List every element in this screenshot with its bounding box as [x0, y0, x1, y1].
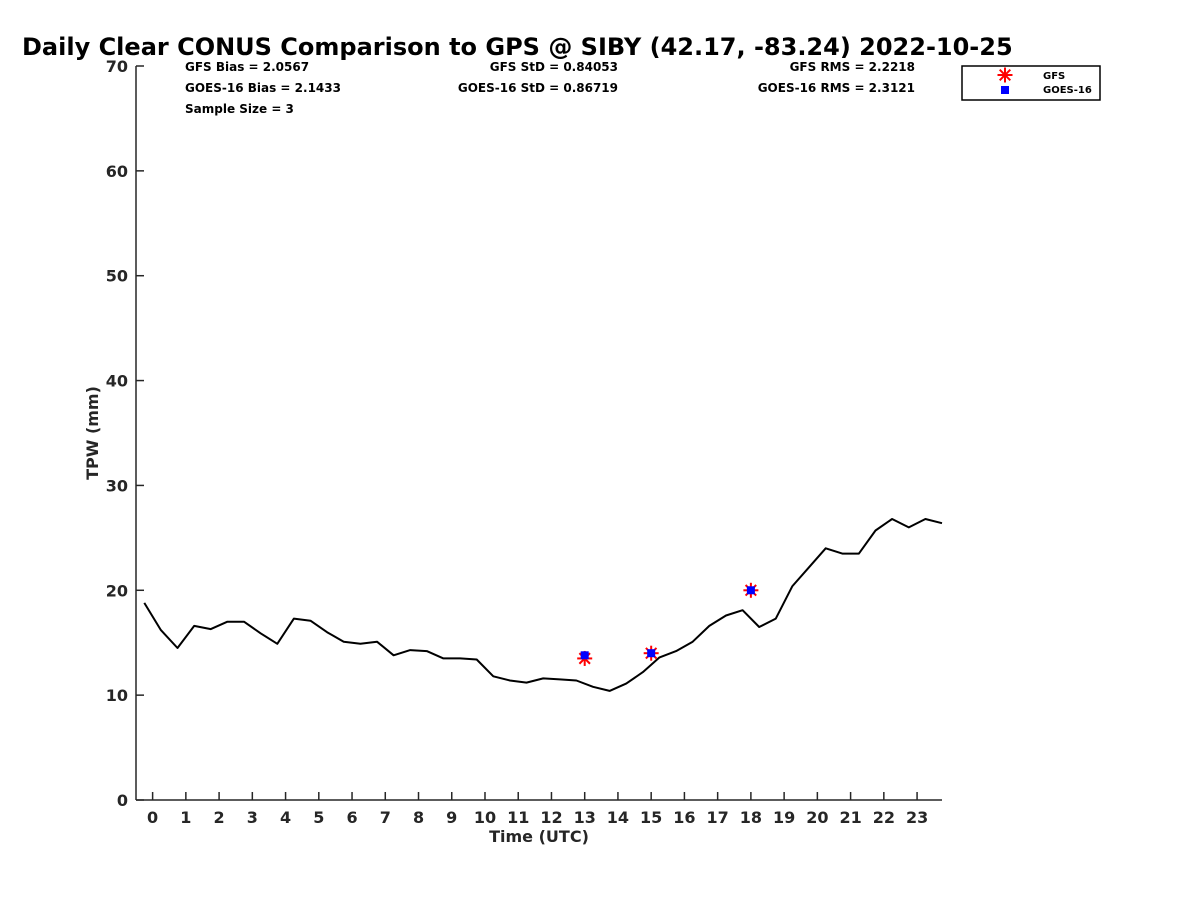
- stat-gfs-std: GFS StD = 0.84053: [490, 60, 618, 74]
- y-tick-label: 0: [117, 791, 128, 810]
- x-tick-label: 0: [147, 808, 158, 827]
- y-tick-label: 30: [106, 476, 128, 495]
- y-axis-label: TPW (mm): [83, 386, 102, 480]
- series-layer: [143, 518, 943, 692]
- goes16-point: [746, 586, 755, 595]
- legend-box: [961, 65, 1101, 101]
- legend-gfs-label: GFS: [1043, 71, 1065, 82]
- x-tick-label: 8: [413, 808, 424, 827]
- x-tick-label: 7: [380, 808, 391, 827]
- x-tick-label: 3: [247, 808, 258, 827]
- x-tick-label: 5: [313, 808, 324, 827]
- y-tick-label: 60: [106, 162, 128, 181]
- y-tick-label: 70: [106, 57, 128, 76]
- chart-title: Daily Clear CONUS Comparison to GPS @ SI…: [22, 33, 1013, 61]
- x-tick-label: 11: [507, 808, 529, 827]
- legend-goes-label: GOES-16: [1043, 85, 1092, 96]
- stat-goes-rms: GOES-16 RMS = 2.3121: [758, 81, 915, 95]
- x-ticks: 0 1 2 3 4 5 6 7 8 9 10 11 12 13 14 15 16 17 18 19 20 21 22 23: [147, 792, 928, 827]
- x-tick-label: 18: [740, 808, 762, 827]
- x-tick-label: 21: [839, 808, 861, 827]
- stat-gfs-rms: GFS RMS = 2.2218: [790, 60, 915, 74]
- stat-sample-size: Sample Size = 3: [185, 102, 294, 116]
- legend: GFS GOES-16: [961, 65, 1101, 101]
- stat-gfs-bias: GFS Bias = 2.0567: [185, 60, 309, 74]
- gps-tpw-line: [143, 518, 943, 692]
- x-axis-label: Time (UTC): [489, 827, 589, 846]
- axes: [135, 66, 942, 801]
- x-tick-label: 14: [607, 808, 629, 827]
- x-tick-label: 4: [280, 808, 291, 827]
- x-tick-label: 2: [214, 808, 225, 827]
- y-tick-label: 10: [106, 686, 128, 705]
- legend-goes-marker: [1001, 86, 1009, 94]
- legend-gfs-asterisk: [997, 67, 1013, 83]
- y-tick-label: 40: [106, 372, 128, 391]
- x-tick-label: 20: [806, 808, 828, 827]
- x-tick-label: 17: [707, 808, 729, 827]
- x-tick-label: 10: [474, 808, 496, 827]
- goes16-point: [580, 651, 589, 660]
- x-tick-label: 19: [773, 808, 795, 827]
- legend-goes-square: [1001, 86, 1009, 94]
- stats-block: GFS Bias = 2.0567 GOES-16 Bias = 2.1433 …: [185, 60, 915, 116]
- x-tick-label: 6: [346, 808, 357, 827]
- legend-gfs-marker: [997, 67, 1013, 83]
- x-tick-label: 1: [180, 808, 191, 827]
- x-tick-label: 23: [906, 808, 928, 827]
- y-ticks: 0 10 20 30 40 50 60 70: [106, 57, 144, 810]
- stat-goes-std: GOES-16 StD = 0.86719: [458, 81, 618, 95]
- y-tick-label: 50: [106, 267, 128, 286]
- x-tick-label: 15: [640, 808, 662, 827]
- x-tick-label: 13: [574, 808, 596, 827]
- goes16-point: [647, 649, 656, 658]
- stat-goes-bias: GOES-16 Bias = 2.1433: [185, 81, 341, 95]
- y-tick-label: 20: [106, 581, 128, 600]
- x-tick-label: 22: [873, 808, 895, 827]
- x-tick-label: 12: [540, 808, 562, 827]
- x-tick-label: 16: [673, 808, 695, 827]
- x-tick-label: 9: [446, 808, 457, 827]
